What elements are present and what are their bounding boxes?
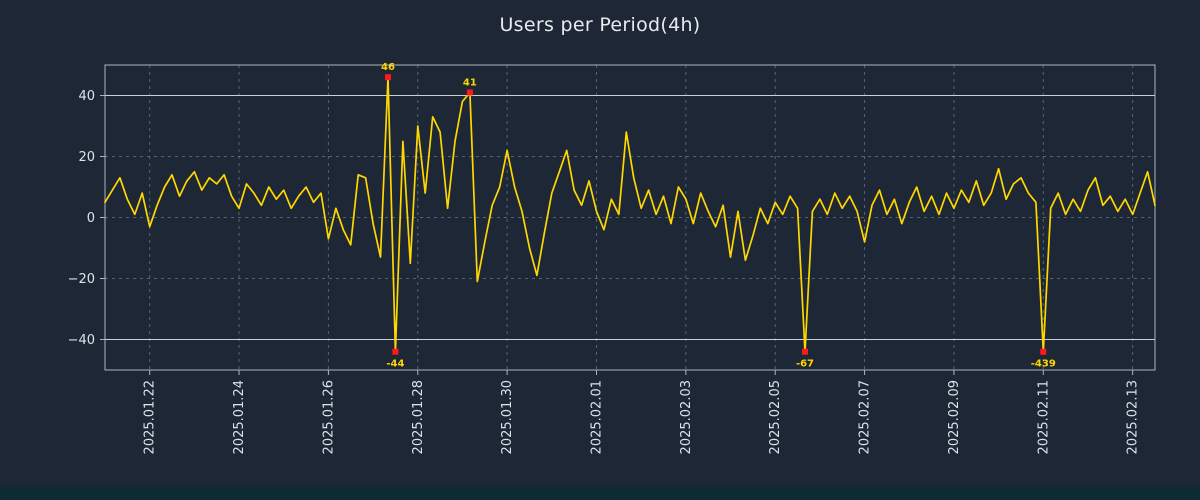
x-tick-label: 2025.01.24 <box>232 380 247 454</box>
x-tick-label: 2025.02.05 <box>768 380 783 454</box>
extreme-marker <box>392 348 399 355</box>
x-tick-label: 2025.01.26 <box>321 380 336 454</box>
x-tick-label: 2025.02.11 <box>1036 380 1051 454</box>
x-tick-label: 2025.02.01 <box>589 380 604 454</box>
annotation-label: -439 <box>1031 359 1056 370</box>
extreme-marker <box>384 74 391 81</box>
y-tick-label: −40 <box>68 333 95 348</box>
annotation-label: 46 <box>381 62 395 73</box>
y-tick-label: 0 <box>87 211 95 226</box>
x-tick-label: 2025.01.28 <box>411 380 426 454</box>
x-tick-label: 2025.02.13 <box>1126 380 1141 454</box>
x-tick-label: 2025.01.22 <box>143 380 158 454</box>
extreme-marker <box>1040 348 1047 355</box>
x-tick-label: 2025.02.03 <box>679 380 694 454</box>
series-line <box>104 76 1156 353</box>
x-tick-label: 2025.02.07 <box>858 380 873 454</box>
chart-title: Users per Period(4h) <box>499 14 701 36</box>
annotation-label: -44 <box>386 359 404 370</box>
plot-frame <box>104 64 1156 371</box>
y-tick-label: 20 <box>78 150 95 165</box>
annotation-label: 41 <box>463 77 477 88</box>
y-tick-label: −20 <box>68 272 95 287</box>
x-tick-label: 2025.01.30 <box>500 380 515 454</box>
y-tick-label: 40 <box>78 89 95 104</box>
x-tick-label: 2025.02.09 <box>947 380 962 454</box>
extreme-marker <box>466 89 473 96</box>
bottom-bar <box>0 487 1200 500</box>
extreme-marker <box>802 348 808 355</box>
annotation-label: -67 <box>796 359 814 370</box>
